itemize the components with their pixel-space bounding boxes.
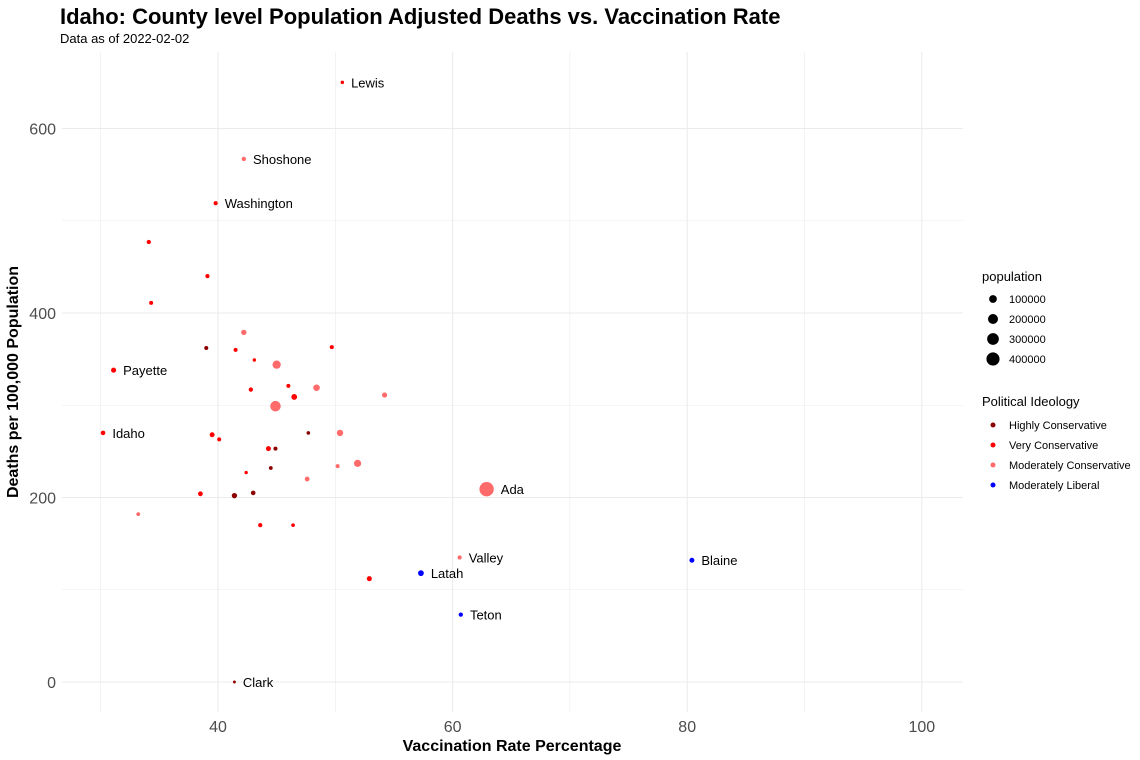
point-label: Idaho: [112, 426, 145, 441]
data-point: [248, 387, 253, 392]
color-legend-key: [990, 422, 996, 428]
data-point: [209, 432, 215, 438]
point-label: Teton: [470, 608, 502, 623]
size-legend-label: 100000: [1009, 294, 1046, 306]
y-tick-label: 200: [29, 491, 56, 508]
data-point: [205, 273, 210, 279]
size-legend-key: [986, 352, 1000, 366]
data-point: [233, 347, 238, 352]
size-legend-label: 200000: [1009, 314, 1046, 326]
color-legend-key: [990, 462, 996, 468]
data-point: [232, 680, 236, 684]
data-point: [382, 392, 388, 398]
data-point: [136, 512, 141, 517]
data-point: [198, 491, 203, 497]
data-point: [336, 429, 344, 437]
x-axis-label: Vaccination Rate Percentage: [403, 738, 622, 755]
data-point: [273, 446, 278, 451]
y-tick-label: 400: [29, 306, 56, 323]
data-point: [479, 482, 494, 497]
data-point: [291, 394, 298, 400]
data-point: [204, 346, 209, 351]
size-legend-label: 400000: [1009, 354, 1046, 366]
point-label: Latah: [431, 566, 464, 581]
color-legend-title: Political Ideology: [982, 394, 1080, 409]
x-tick-label: 40: [209, 719, 227, 736]
data-point: [335, 464, 340, 469]
data-point: [146, 239, 151, 245]
data-point: [306, 431, 311, 435]
data-point: [353, 459, 362, 467]
data-point: [231, 492, 238, 499]
data-point: [213, 201, 218, 206]
size-legend-key: [987, 313, 999, 325]
data-point: [268, 466, 273, 470]
y-tick-label: 0: [47, 675, 56, 692]
color-legend-label: Very Conservative: [1009, 440, 1098, 452]
point-label: Blaine: [701, 553, 737, 568]
y-axis-label: Deaths per 100,000 Population: [5, 266, 22, 498]
data-point: [418, 570, 424, 577]
point-label: Valley: [469, 550, 504, 565]
point-label: Lewis: [351, 75, 385, 90]
data-point: [100, 430, 106, 436]
x-tick-label: 80: [678, 719, 696, 736]
data-point: [272, 360, 281, 369]
size-legend-title: population: [982, 269, 1042, 284]
data-point: [291, 523, 295, 528]
data-point: [304, 476, 310, 482]
size-legend-key: [989, 295, 997, 303]
data-point: [457, 555, 462, 560]
size-legend-label: 300000: [1009, 334, 1046, 346]
color-legend-key: [990, 442, 996, 448]
data-point: [265, 446, 271, 452]
color-legend-key: [990, 482, 996, 488]
data-point: [329, 345, 334, 350]
data-point: [241, 329, 247, 336]
size-legend-key: [987, 333, 999, 345]
data-point: [258, 523, 263, 528]
data-point: [252, 358, 257, 362]
data-point: [250, 490, 256, 496]
y-tick-label: 600: [29, 122, 56, 139]
x-tick-label: 60: [444, 719, 462, 736]
point-label: Ada: [501, 482, 525, 497]
point-label: Payette: [123, 363, 167, 378]
data-point: [270, 400, 281, 412]
data-point: [244, 470, 248, 475]
chart-title: Idaho: County level Population Adjusted …: [60, 4, 781, 29]
data-point: [340, 80, 345, 85]
color-legend-label: Moderately Liberal: [1009, 480, 1100, 492]
point-label: Washington: [225, 196, 293, 211]
data-point: [111, 367, 117, 373]
point-label: Shoshone: [253, 152, 312, 167]
color-legend-label: Highly Conservative: [1009, 420, 1107, 432]
data-point: [689, 557, 695, 563]
data-point: [241, 156, 246, 162]
x-tick-label: 100: [908, 719, 935, 736]
data-point: [217, 437, 222, 442]
data-point: [313, 384, 320, 392]
data-point: [366, 576, 372, 582]
data-point: [286, 383, 291, 388]
chart-subtitle: Data as of 2022-02-02: [60, 31, 190, 46]
color-legend-label: Moderately Conservative: [1009, 460, 1131, 472]
data-point: [458, 612, 463, 617]
point-label: Clark: [243, 675, 274, 690]
data-point: [149, 300, 154, 305]
